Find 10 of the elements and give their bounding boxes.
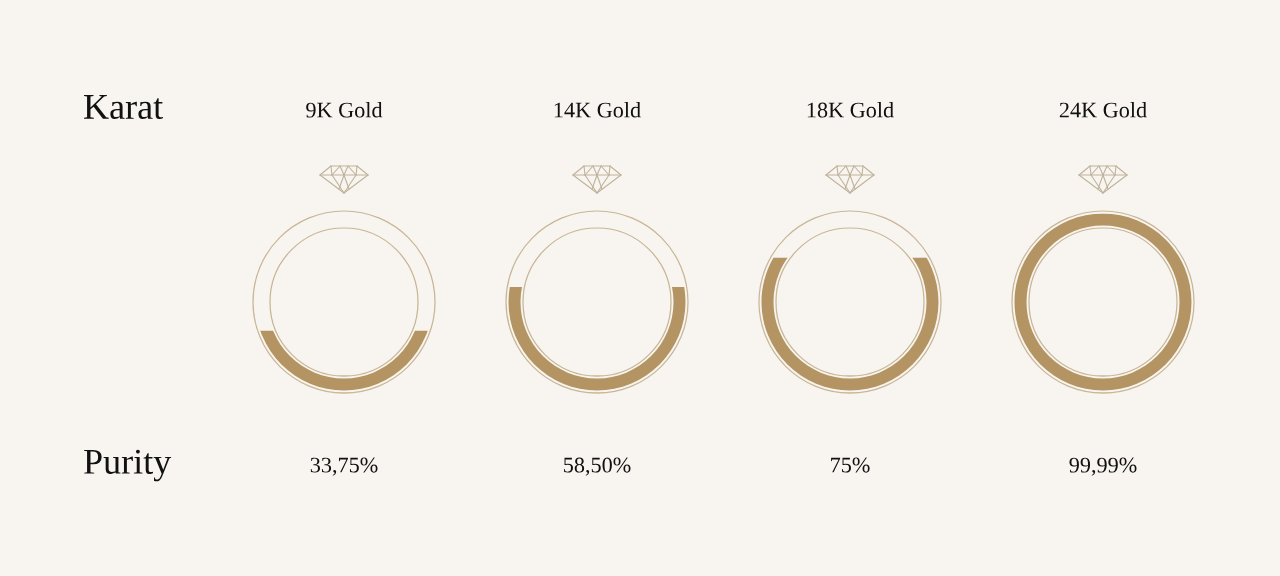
- category-label: 18K Gold: [807, 101, 894, 118]
- category-label: 24K Gold: [1059, 101, 1147, 118]
- data-label: 75%: [831, 457, 870, 473]
- text: Karat: [84, 95, 163, 120]
- data-label: 33,75%: [310, 457, 378, 476]
- data-label: 58,50%: [564, 457, 631, 476]
- data-label: 99,99%: [1069, 457, 1137, 476]
- category-label: 14K Gold: [554, 101, 641, 118]
- text: Purity: [84, 449, 172, 482]
- category-label: 9K Gold: [306, 101, 383, 118]
